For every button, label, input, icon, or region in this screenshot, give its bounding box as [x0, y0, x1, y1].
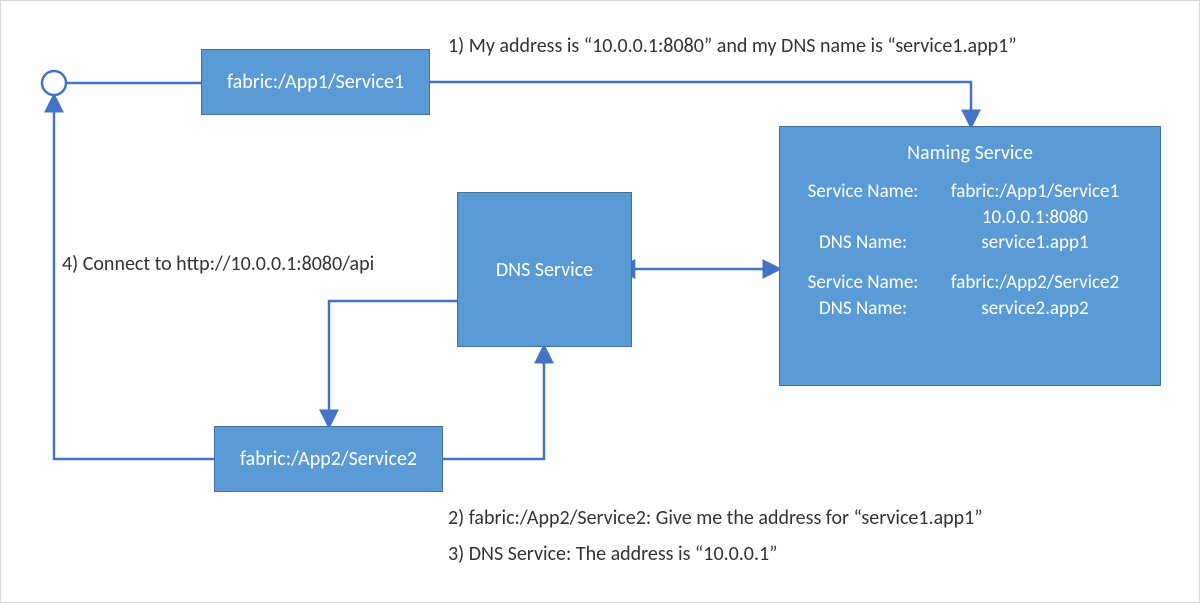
step2-label: 2) fabric:/App2/Service2: Give me the ad…	[448, 505, 983, 532]
naming-entry-row: DNS Name:service2.app2	[798, 296, 1142, 322]
service1-label: fabric:/App1/Service1	[227, 70, 404, 94]
step4-label: 4) Connect to http://10.0.0.1:8080/api	[62, 251, 374, 278]
step1-label: 1) My address is “10.0.0.1:8080” and my …	[448, 33, 1017, 60]
service1-node: fabric:/App1/Service1	[201, 49, 430, 115]
service2-label: fabric:/App2/Service2	[240, 447, 417, 471]
naming-entry-row: 10.0.0.1:8080	[798, 205, 1142, 231]
edge-e4	[329, 301, 457, 426]
dns-service-node: DNS Service	[457, 192, 632, 347]
naming-service-title: Naming Service	[798, 141, 1142, 165]
start-node	[42, 71, 66, 95]
service2-node: fabric:/App2/Service2	[214, 426, 443, 492]
naming-entry-row: Service Name:fabric:/App1/Service1	[798, 179, 1142, 205]
dns-service-label: DNS Service	[496, 258, 593, 282]
diagram-canvas: fabric:/App1/Service1 DNS Service Naming…	[0, 0, 1200, 603]
naming-service-node: Naming Service Service Name:fabric:/App1…	[779, 126, 1161, 386]
edge-e1	[430, 82, 971, 126]
edge-e3	[443, 347, 544, 459]
naming-entry-row: Service Name:fabric:/App2/Service2	[798, 270, 1142, 296]
naming-service-entries: Service Name:fabric:/App1/Service110.0.0…	[798, 179, 1142, 321]
step3-label: 3) DNS Service: The address is “10.0.0.1…	[448, 541, 778, 568]
naming-entry-row: DNS Name:service1.app1	[798, 230, 1142, 256]
